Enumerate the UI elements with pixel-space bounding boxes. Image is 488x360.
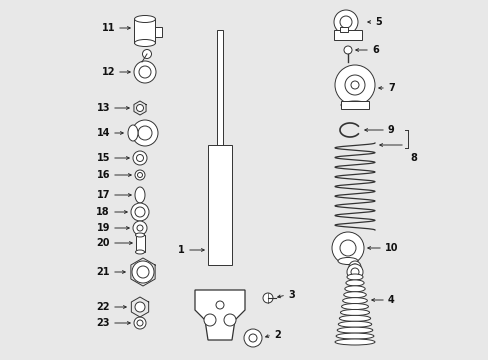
Text: 22: 22 <box>96 302 110 312</box>
Circle shape <box>346 264 362 280</box>
Circle shape <box>348 261 360 273</box>
Text: 13: 13 <box>96 103 110 113</box>
Circle shape <box>350 81 358 89</box>
Ellipse shape <box>343 292 366 298</box>
Text: 5: 5 <box>374 17 381 27</box>
Text: 19: 19 <box>96 223 110 233</box>
Text: 10: 10 <box>384 243 398 253</box>
Circle shape <box>137 320 142 326</box>
Circle shape <box>333 10 357 34</box>
Ellipse shape <box>342 298 366 303</box>
Ellipse shape <box>344 286 365 292</box>
Bar <box>134 19 155 43</box>
Ellipse shape <box>337 257 357 265</box>
Ellipse shape <box>135 233 144 237</box>
Text: 8: 8 <box>409 153 416 163</box>
Text: 12: 12 <box>102 67 115 77</box>
Circle shape <box>136 104 143 112</box>
Bar <box>340 101 368 109</box>
Circle shape <box>350 268 358 276</box>
Circle shape <box>339 240 355 256</box>
Ellipse shape <box>346 274 362 280</box>
Ellipse shape <box>128 125 138 141</box>
Circle shape <box>244 329 262 347</box>
Bar <box>217 30 223 145</box>
Circle shape <box>248 334 257 342</box>
Bar <box>339 27 347 32</box>
Circle shape <box>334 65 374 105</box>
Circle shape <box>132 120 158 146</box>
Circle shape <box>136 154 143 162</box>
Circle shape <box>216 301 224 309</box>
Ellipse shape <box>345 280 364 286</box>
Ellipse shape <box>338 321 371 327</box>
Text: 4: 4 <box>387 295 394 305</box>
Text: 3: 3 <box>287 290 294 300</box>
Circle shape <box>135 302 145 312</box>
Text: 14: 14 <box>96 128 110 138</box>
Circle shape <box>132 261 154 283</box>
Polygon shape <box>135 187 145 203</box>
Circle shape <box>203 314 216 326</box>
Circle shape <box>139 66 151 78</box>
Text: 6: 6 <box>371 45 378 55</box>
Text: 1: 1 <box>178 245 184 255</box>
Circle shape <box>224 314 236 326</box>
Ellipse shape <box>335 333 373 339</box>
Text: 16: 16 <box>96 170 110 180</box>
Text: 2: 2 <box>273 330 280 340</box>
Circle shape <box>131 203 149 221</box>
Bar <box>155 27 162 37</box>
Ellipse shape <box>334 339 374 345</box>
Circle shape <box>345 75 364 95</box>
Text: 15: 15 <box>96 153 110 163</box>
Ellipse shape <box>339 315 370 321</box>
Ellipse shape <box>340 101 368 109</box>
Circle shape <box>135 170 145 180</box>
Text: 20: 20 <box>96 238 110 248</box>
Ellipse shape <box>337 327 372 333</box>
Ellipse shape <box>134 15 155 22</box>
Circle shape <box>135 207 145 217</box>
Circle shape <box>351 264 357 270</box>
Circle shape <box>138 126 152 140</box>
Bar <box>333 30 361 40</box>
Circle shape <box>137 266 149 278</box>
Ellipse shape <box>341 303 367 310</box>
Ellipse shape <box>134 40 155 46</box>
Text: 18: 18 <box>96 207 110 217</box>
Text: 11: 11 <box>102 23 115 33</box>
Bar <box>207 145 231 265</box>
Text: 9: 9 <box>387 125 394 135</box>
Circle shape <box>133 151 147 165</box>
Circle shape <box>339 16 351 28</box>
Ellipse shape <box>340 310 369 315</box>
Circle shape <box>137 225 142 231</box>
Text: 21: 21 <box>96 267 110 277</box>
Circle shape <box>263 293 272 303</box>
Text: 23: 23 <box>96 318 110 328</box>
Bar <box>136 235 145 252</box>
Circle shape <box>137 172 142 177</box>
Circle shape <box>134 61 156 83</box>
Text: 7: 7 <box>387 83 394 93</box>
Circle shape <box>343 46 351 54</box>
Circle shape <box>134 317 146 329</box>
Polygon shape <box>195 290 244 340</box>
Circle shape <box>133 221 147 235</box>
Text: 17: 17 <box>96 190 110 200</box>
Ellipse shape <box>142 49 151 58</box>
Ellipse shape <box>135 250 144 254</box>
Circle shape <box>331 232 363 264</box>
